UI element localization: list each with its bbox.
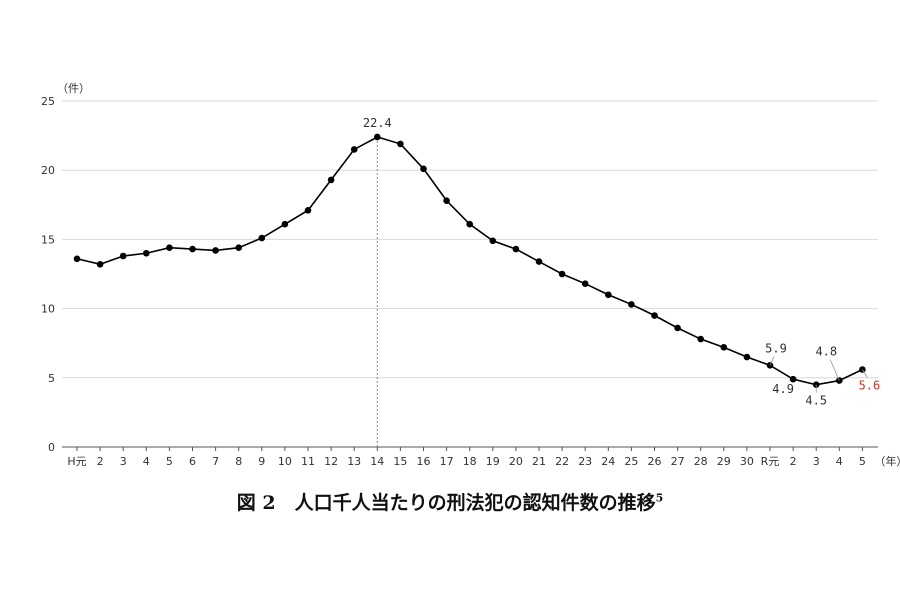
x-axis-unit: （年） xyxy=(874,454,900,468)
y-tick-label: 5 xyxy=(48,372,55,385)
chart-title: 図 2 人口千人当たりの刑法犯の認知件数の推移5 xyxy=(236,491,664,514)
x-tick-label: 11 xyxy=(301,455,315,468)
data-label: 5.6 xyxy=(859,378,881,392)
x-tick-label: 8 xyxy=(235,455,242,468)
data-point xyxy=(235,244,242,252)
data-label: 4.9 xyxy=(772,382,794,396)
x-tick-label: 15 xyxy=(393,455,407,468)
x-tick-label: 19 xyxy=(486,455,500,468)
data-point xyxy=(420,165,427,173)
data-label: 4.8 xyxy=(815,345,837,359)
x-tick-label: 29 xyxy=(717,455,731,468)
data-point xyxy=(73,255,81,263)
x-tick-label: 17 xyxy=(440,455,454,468)
data-point xyxy=(605,291,612,299)
x-tick-label: 26 xyxy=(648,455,662,468)
x-tick-label: 28 xyxy=(694,455,708,468)
x-tick-label: 27 xyxy=(671,455,685,468)
data-point xyxy=(212,247,219,254)
x-tick-label: 21 xyxy=(532,455,546,468)
data-point xyxy=(189,245,196,253)
x-tick-label: 20 xyxy=(509,455,523,468)
x-tick-label: 2 xyxy=(790,455,797,468)
x-tick-label: 4 xyxy=(836,455,843,468)
data-point xyxy=(628,301,635,308)
x-tick-label: 10 xyxy=(278,455,292,468)
x-tick-label: 7 xyxy=(212,455,219,468)
data-point xyxy=(374,133,381,141)
data-point xyxy=(674,324,681,332)
data-point xyxy=(697,335,704,343)
x-tick-label: 24 xyxy=(601,455,615,468)
annotation-leader xyxy=(829,359,840,381)
series-line xyxy=(76,136,863,386)
data-label: 22.4 xyxy=(363,116,392,130)
x-tick-label: 12 xyxy=(324,455,338,468)
data-point xyxy=(96,261,104,268)
y-tick-label: 10 xyxy=(41,303,55,316)
x-tick-label: 22 xyxy=(555,455,569,468)
x-tick-label: 3 xyxy=(120,455,127,468)
y-tick-label: 25 xyxy=(41,95,55,108)
y-axis-unit: （件） xyxy=(57,82,90,95)
data-point xyxy=(258,234,266,242)
data-point xyxy=(558,270,566,278)
data-point xyxy=(119,252,127,260)
x-tick-label: 5 xyxy=(166,455,173,468)
x-tick-label: 16 xyxy=(417,455,431,468)
data-point xyxy=(720,344,728,351)
x-tick-label: 14 xyxy=(370,455,384,468)
data-point xyxy=(327,176,335,184)
x-tick-label: 13 xyxy=(347,455,361,468)
data-point xyxy=(512,245,520,253)
x-tick-label: 25 xyxy=(624,455,638,468)
y-tick-label: 20 xyxy=(41,164,55,177)
data-label: 4.5 xyxy=(805,394,827,408)
data-point xyxy=(743,353,751,361)
data-point xyxy=(443,197,450,204)
x-tick-label: 4 xyxy=(143,455,150,468)
x-tick-label: 5 xyxy=(859,455,866,468)
x-tick-label: 30 xyxy=(740,455,754,468)
data-point xyxy=(166,244,173,252)
x-tick-label: 18 xyxy=(463,455,477,468)
data-label: 5.9 xyxy=(765,341,787,355)
data-point xyxy=(350,146,358,153)
title-footnote: 5 xyxy=(655,491,664,505)
annotation-leader xyxy=(769,356,775,366)
data-point xyxy=(466,220,474,228)
y-tick-label: 0 xyxy=(48,441,55,454)
x-tick-label: 9 xyxy=(258,455,265,468)
x-tick-label: H元 xyxy=(67,455,86,468)
data-point xyxy=(397,140,404,148)
data-point xyxy=(789,375,797,383)
x-tick-label: 23 xyxy=(578,455,592,468)
data-point xyxy=(143,249,150,257)
data-point xyxy=(489,237,497,245)
x-tick-label: 6 xyxy=(189,455,196,468)
data-point xyxy=(651,312,658,319)
data-point xyxy=(304,207,312,214)
x-tick-label: 2 xyxy=(97,455,104,468)
annotation-leader xyxy=(862,369,868,378)
x-tick-label: R元 xyxy=(761,455,780,468)
y-tick-label: 15 xyxy=(41,233,55,246)
data-point xyxy=(535,258,543,265)
data-point xyxy=(281,220,289,228)
data-point xyxy=(581,280,589,287)
x-tick-label: 3 xyxy=(813,455,820,468)
